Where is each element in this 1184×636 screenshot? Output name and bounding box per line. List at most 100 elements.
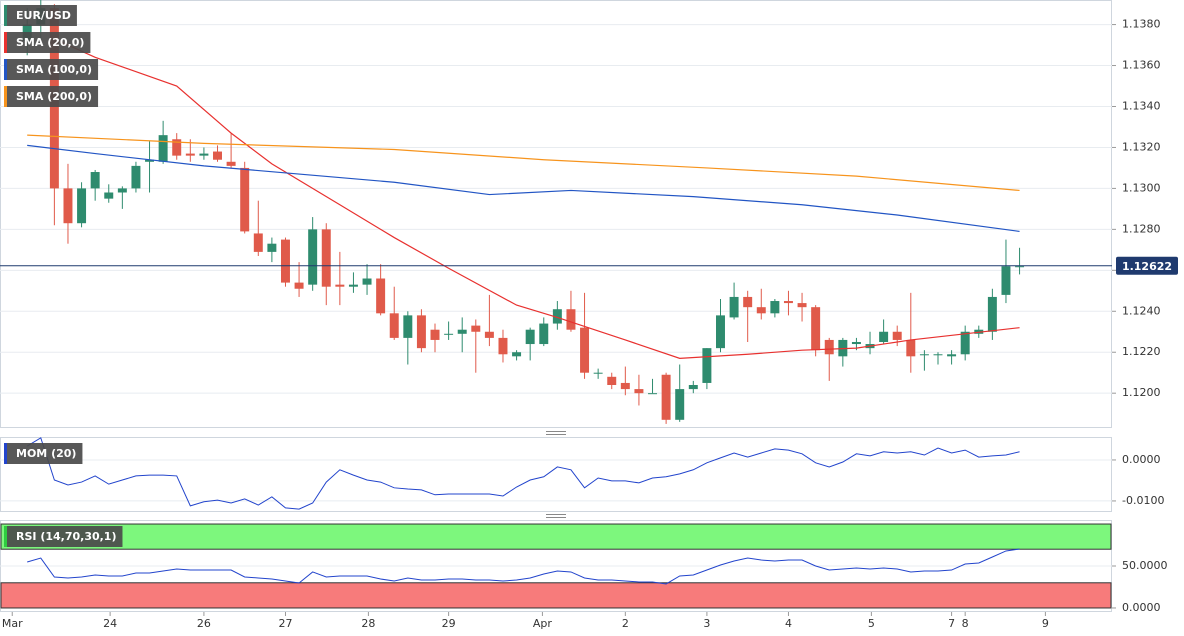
- x-tick-label: 7: [948, 617, 955, 630]
- legend-box: [4, 526, 123, 547]
- candle-body: [729, 296, 739, 318]
- candle-body: [824, 339, 834, 355]
- y-tick-label: 0.0000: [1122, 453, 1161, 466]
- x-tick-label: 27: [278, 617, 292, 630]
- candle-body: [145, 159, 155, 162]
- x-tick-label: 26: [197, 617, 211, 630]
- candle-body: [743, 296, 753, 308]
- legend-box: [4, 59, 99, 80]
- candle-body: [90, 172, 100, 189]
- legend-swatch: [4, 5, 7, 26]
- candle-body: [1001, 266, 1011, 295]
- candle-body: [620, 382, 630, 390]
- candle-body: [811, 307, 821, 351]
- candle-body: [933, 354, 943, 356]
- candle-body: [987, 296, 997, 332]
- candle-body: [498, 337, 508, 355]
- x-tick-label: 29: [442, 617, 456, 630]
- candle-body: [756, 307, 766, 314]
- plot-area: [0, 437, 1112, 510]
- legend-item: SMA (100,0): [4, 59, 99, 80]
- rsi-band: [0, 523, 1112, 550]
- legend-swatch: [4, 526, 7, 547]
- legend-item: SMA (200,0): [4, 86, 99, 107]
- candle-body: [267, 243, 277, 252]
- legend-label: SMA (20,0): [16, 36, 84, 49]
- y-tick-label: 1.1360: [1122, 59, 1161, 72]
- candle-body: [919, 354, 929, 356]
- legend-item: RSI (14,70,30,1): [4, 526, 123, 547]
- rsi-band: [0, 582, 1112, 609]
- candle-body: [702, 348, 712, 383]
- candle-body: [348, 284, 358, 287]
- legend-label: MOM (20): [16, 447, 76, 460]
- y-tick-label: 1.1240: [1122, 304, 1161, 317]
- candle-body: [199, 153, 209, 156]
- candle-body: [63, 188, 73, 224]
- legend-swatch: [4, 59, 7, 80]
- legend-label: EUR/USD: [16, 9, 71, 22]
- candle-body: [280, 239, 290, 283]
- y-tick-label: 1.1200: [1122, 386, 1161, 399]
- plot-area: [0, 523, 1112, 609]
- candle-body: [525, 329, 535, 345]
- x-tick-label: 8: [962, 617, 969, 630]
- candle-body: [648, 393, 658, 395]
- candle-body: [1015, 266, 1025, 268]
- candle-body: [457, 329, 467, 334]
- candle-body: [158, 135, 168, 162]
- y-tick-label: 1.1340: [1122, 99, 1161, 112]
- candle-body: [471, 325, 481, 332]
- candle-body: [593, 372, 603, 374]
- x-tick-label: 9: [1042, 617, 1049, 630]
- legend-label: RSI (14,70,30,1): [16, 530, 116, 543]
- sma-line: [27, 144, 1020, 233]
- candle-body: [566, 309, 576, 330]
- candle-body: [675, 389, 685, 420]
- y-tick-label: 1.1280: [1122, 222, 1161, 235]
- candle-body: [321, 229, 331, 287]
- candle-body: [430, 329, 440, 340]
- legend-item: SMA (20,0): [4, 32, 91, 53]
- candle-body: [376, 278, 386, 314]
- y-tick-label: 50.0000: [1122, 559, 1168, 572]
- candle-body: [688, 384, 698, 390]
- panel-resize-handle[interactable]: [546, 431, 566, 435]
- y-tick-label: 1.1220: [1122, 345, 1161, 358]
- last-price-label: 1.12622: [1122, 260, 1172, 273]
- candle-body: [906, 339, 916, 357]
- legend-swatch: [4, 86, 7, 107]
- candle-body: [661, 374, 671, 420]
- candle-body: [240, 167, 250, 232]
- legend-label: SMA (200,0): [16, 90, 92, 103]
- main-panel-frame: [0, 0, 1112, 428]
- panel-resize-handle[interactable]: [546, 514, 566, 518]
- x-tick-label: Mar: [2, 617, 23, 630]
- candle-body: [335, 284, 345, 287]
- candle-body: [580, 327, 590, 373]
- x-tick-label: 28: [361, 617, 375, 630]
- candle-body: [552, 309, 562, 324]
- last-price-box: [1116, 256, 1178, 275]
- candle-body: [294, 282, 304, 289]
- indicator-line: [26, 437, 1020, 510]
- x-tick-label: 24: [103, 617, 117, 630]
- candle-body: [892, 331, 902, 340]
- candle-body: [213, 151, 222, 160]
- candle-body: [308, 229, 318, 285]
- sma-line: [27, 134, 1020, 192]
- candle-body: [117, 188, 127, 193]
- candle-body: [403, 315, 413, 338]
- mom-panel-frame: [0, 437, 1112, 512]
- candle-body: [416, 315, 426, 349]
- y-tick-label: -0.0100: [1122, 494, 1164, 507]
- legend-box: [4, 443, 83, 464]
- candle-body: [947, 354, 957, 357]
- candle-body: [104, 192, 114, 199]
- candle-body: [879, 331, 889, 342]
- y-tick-label: 0.0000: [1122, 601, 1161, 614]
- candle-body: [539, 323, 549, 345]
- legend-box: [4, 86, 99, 107]
- y-tick-label: 1.1300: [1122, 181, 1161, 194]
